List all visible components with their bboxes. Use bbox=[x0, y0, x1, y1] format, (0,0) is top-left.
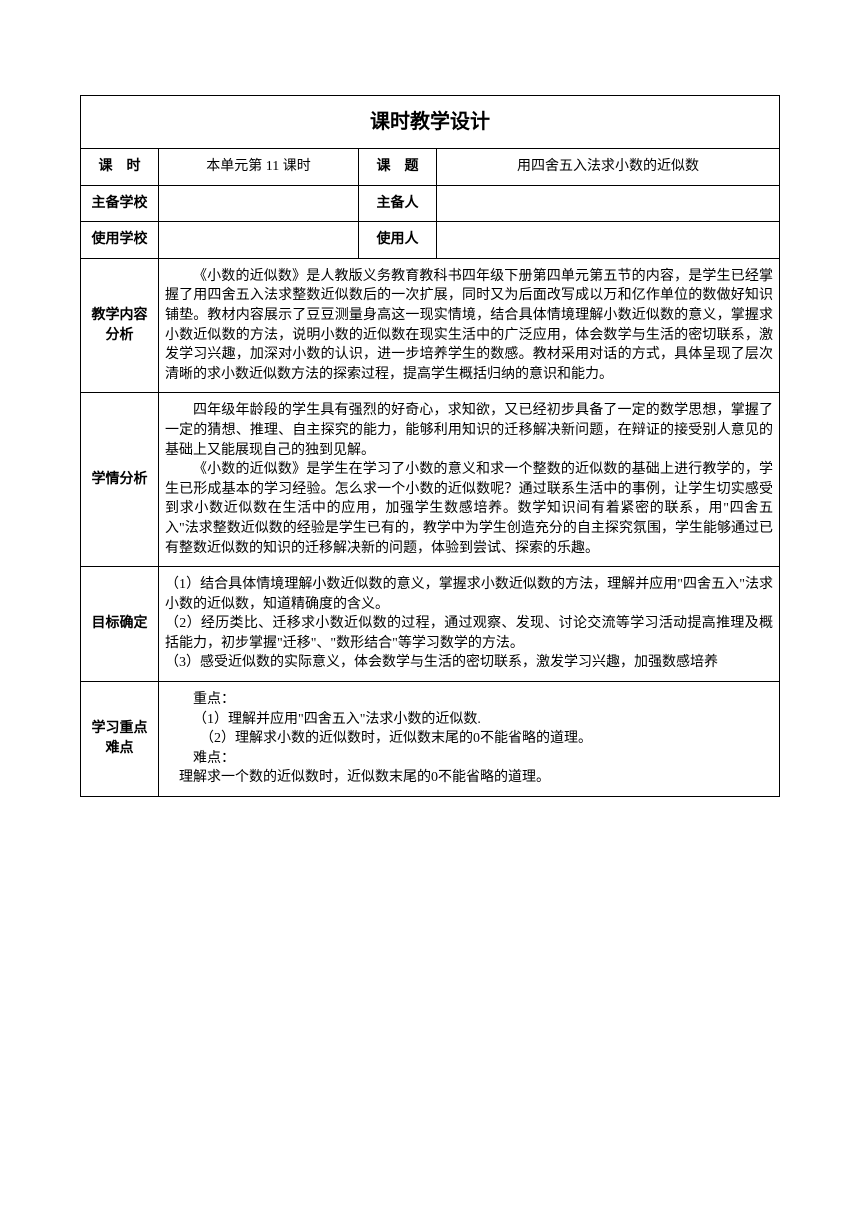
objective-2: （2）经历类比、迁移求小数近似数的过程，通过观察、发现、讨论交流等学习活动提高推… bbox=[165, 614, 773, 653]
objective-1: （1）结合具体情境理解小数近似数的意义，掌握求小数近似数的方法，理解并应用"四舍… bbox=[165, 575, 773, 614]
lesson-plan-table: 课时教学设计 课 时 本单元第 11 课时 课 题 用四舍五入法求小数的近似数 … bbox=[80, 95, 780, 797]
header-row-2: 主备学校 主备人 bbox=[81, 185, 780, 222]
use-person-label: 使用人 bbox=[359, 222, 437, 259]
content-analysis-body: 《小数的近似数》是人教版义务教育教科书四年级下册第四单元第五节的内容，是学生已经… bbox=[159, 258, 780, 393]
difficulty-1: 理解求一个数的近似数时，近似数末尾的0不能省略的道理。 bbox=[165, 768, 773, 788]
use-school-value bbox=[159, 222, 359, 259]
objective-3: （3）感受近似数的实际意义，体会数学与生活的密切联系，激发学习兴趣，加强数感培养 bbox=[165, 653, 773, 673]
use-school-label: 使用学校 bbox=[81, 222, 159, 259]
content-analysis-text: 《小数的近似数》是人教版义务教育教科书四年级下册第四单元第五节的内容，是学生已经… bbox=[165, 267, 773, 385]
objectives-label: 目标确定 bbox=[81, 567, 159, 682]
content-analysis-label-text: 教学内容分析 bbox=[92, 308, 148, 343]
key-points-body: 重点： （1）理解并应用"四舍五入"法求小数的近似数. （2）理解求小数的近似数… bbox=[159, 682, 780, 797]
student-analysis-label: 学情分析 bbox=[81, 393, 159, 567]
main-person-value bbox=[437, 185, 780, 222]
key-title: 重点： bbox=[165, 690, 773, 710]
use-person-value bbox=[437, 222, 780, 259]
main-school-value bbox=[159, 185, 359, 222]
key-point-2: （2）理解求小数的近似数时，近似数末尾的0不能省略的道理。 bbox=[165, 729, 773, 749]
header-row-1: 课 时 本单元第 11 课时 课 题 用四舍五入法求小数的近似数 bbox=[81, 149, 780, 186]
main-person-label: 主备人 bbox=[359, 185, 437, 222]
key-points-row: 学习重点难点 重点： （1）理解并应用"四舍五入"法求小数的近似数. （2）理解… bbox=[81, 682, 780, 797]
student-analysis-p2: 《小数的近似数》是学生在学习了小数的意义和求一个整数的近似数的基础上进行教学的，… bbox=[165, 460, 773, 558]
key-points-label: 学习重点难点 bbox=[81, 682, 159, 797]
content-analysis-label: 教学内容分析 bbox=[81, 258, 159, 393]
key-point-1: （1）理解并应用"四舍五入"法求小数的近似数. bbox=[165, 710, 773, 730]
title-row: 课时教学设计 bbox=[81, 96, 780, 149]
main-school-label: 主备学校 bbox=[81, 185, 159, 222]
student-analysis-body: 四年级年龄段的学生具有强烈的好奇心，求知欲，又已经初步具备了一定的数学思想，掌握… bbox=[159, 393, 780, 567]
diff-title: 难点： bbox=[165, 749, 773, 769]
objectives-row: 目标确定 （1）结合具体情境理解小数近似数的意义，掌握求小数近似数的方法，理解并… bbox=[81, 567, 780, 682]
student-analysis-p1: 四年级年龄段的学生具有强烈的好奇心，求知欲，又已经初步具备了一定的数学思想，掌握… bbox=[165, 401, 773, 460]
objectives-body: （1）结合具体情境理解小数近似数的意义，掌握求小数近似数的方法，理解并应用"四舍… bbox=[159, 567, 780, 682]
topic-value: 用四舍五入法求小数的近似数 bbox=[437, 149, 780, 186]
topic-label: 课 题 bbox=[359, 149, 437, 186]
lesson-label: 课 时 bbox=[81, 149, 159, 186]
document-title: 课时教学设计 bbox=[81, 96, 780, 149]
key-points-label-text: 学习重点难点 bbox=[92, 721, 148, 756]
content-analysis-row: 教学内容分析 《小数的近似数》是人教版义务教育教科书四年级下册第四单元第五节的内… bbox=[81, 258, 780, 393]
student-analysis-row: 学情分析 四年级年龄段的学生具有强烈的好奇心，求知欲，又已经初步具备了一定的数学… bbox=[81, 393, 780, 567]
lesson-value: 本单元第 11 课时 bbox=[159, 149, 359, 186]
header-row-3: 使用学校 使用人 bbox=[81, 222, 780, 259]
